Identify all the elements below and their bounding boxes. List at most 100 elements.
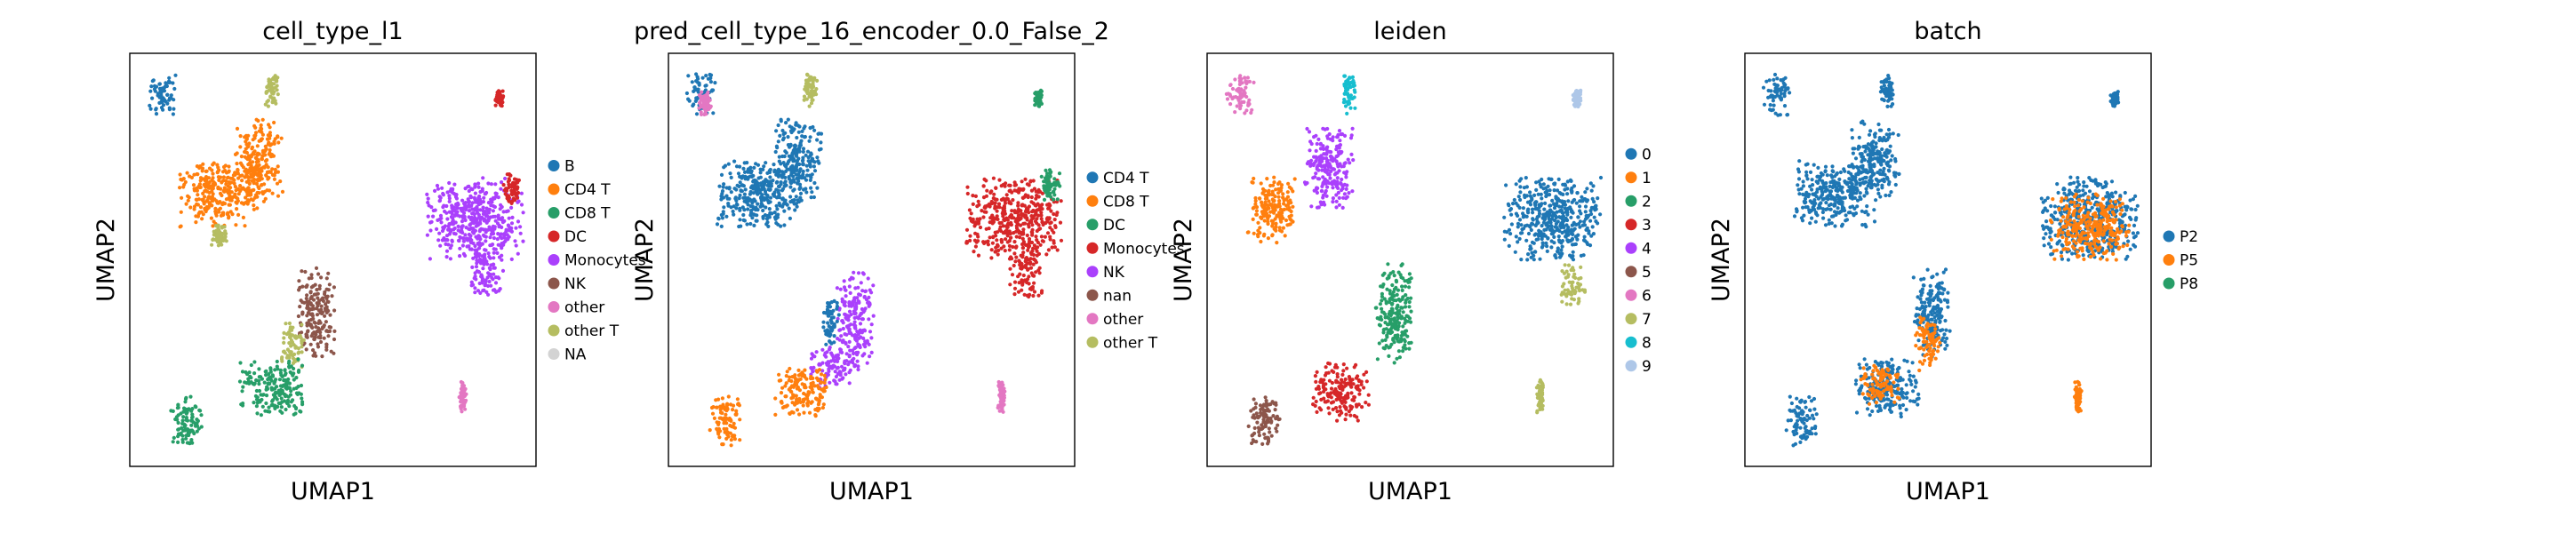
data-point xyxy=(1039,174,1044,179)
data-point xyxy=(1000,400,1004,404)
data-point xyxy=(509,182,515,187)
data-point xyxy=(253,193,259,197)
data-point xyxy=(463,187,468,191)
data-point xyxy=(1045,216,1050,220)
data-point xyxy=(846,362,851,367)
data-point xyxy=(257,168,262,172)
data-point xyxy=(815,186,820,190)
data-point xyxy=(1526,207,1531,211)
data-point xyxy=(1004,197,1008,202)
data-point xyxy=(868,354,872,359)
data-point xyxy=(308,307,313,312)
data-point xyxy=(803,385,807,389)
data-point xyxy=(1583,210,1588,214)
data-point xyxy=(996,252,1000,257)
data-point xyxy=(734,202,740,206)
data-point xyxy=(314,292,318,297)
data-point xyxy=(245,200,250,204)
data-point xyxy=(1345,111,1349,115)
data-point xyxy=(804,178,809,182)
data-point xyxy=(189,428,195,433)
data-point xyxy=(729,443,733,448)
data-point xyxy=(304,296,308,301)
legend-label: CD4 T xyxy=(1103,170,1149,187)
data-point xyxy=(801,403,805,408)
data-point xyxy=(264,387,268,392)
data-point xyxy=(709,405,715,410)
data-point xyxy=(791,129,796,133)
data-point xyxy=(272,120,276,125)
data-point xyxy=(827,330,831,334)
data-point xyxy=(316,345,321,349)
data-point xyxy=(271,393,276,397)
data-point xyxy=(809,92,813,97)
data-point xyxy=(1346,157,1350,162)
data-point xyxy=(1250,107,1254,112)
data-point xyxy=(1328,137,1332,141)
data-point xyxy=(1273,208,1277,212)
data-point xyxy=(448,246,452,251)
data-point xyxy=(178,432,182,436)
data-point xyxy=(1020,203,1024,208)
data-point xyxy=(811,159,816,163)
data-point xyxy=(686,97,691,101)
data-point xyxy=(1556,198,1560,203)
data-point xyxy=(1539,203,1543,208)
data-point xyxy=(460,396,465,401)
data-point xyxy=(268,95,273,99)
data-point xyxy=(1052,230,1056,235)
data-point xyxy=(1045,174,1050,179)
data-point xyxy=(837,328,842,332)
data-point xyxy=(220,170,226,174)
data-point xyxy=(1008,188,1012,193)
data-point xyxy=(201,197,205,202)
data-point xyxy=(198,179,203,183)
data-point xyxy=(1548,193,1552,197)
data-point xyxy=(324,347,329,352)
data-point xyxy=(734,187,739,192)
data-point xyxy=(273,368,277,372)
data-point xyxy=(1530,207,1535,211)
data-point xyxy=(844,352,849,356)
data-point xyxy=(1279,186,1284,190)
data-point xyxy=(196,184,202,188)
data-point xyxy=(316,328,321,332)
data-point xyxy=(184,434,188,438)
data-point xyxy=(236,192,241,196)
data-point xyxy=(1035,253,1039,258)
data-point xyxy=(971,202,975,206)
data-point xyxy=(860,317,866,322)
data-point xyxy=(815,78,820,83)
data-point xyxy=(500,220,506,225)
legend-label: B xyxy=(564,158,575,176)
data-point xyxy=(1251,206,1255,211)
data-point xyxy=(190,415,195,420)
data-point xyxy=(723,163,728,168)
data-point xyxy=(1509,212,1514,217)
data-point xyxy=(273,167,277,171)
data-point xyxy=(284,386,288,390)
data-point xyxy=(484,290,489,294)
data-point xyxy=(263,102,268,107)
data-point xyxy=(813,414,818,418)
data-point xyxy=(1036,227,1041,232)
data-point xyxy=(1012,286,1018,290)
data-point xyxy=(1329,157,1333,162)
data-point xyxy=(1347,191,1351,195)
data-point xyxy=(804,190,809,195)
data-point xyxy=(995,209,999,213)
data-point xyxy=(821,320,826,324)
data-point xyxy=(1262,232,1267,236)
data-point xyxy=(997,178,1002,182)
data-point xyxy=(287,341,292,346)
data-point xyxy=(1253,195,1258,201)
data-point xyxy=(728,171,732,176)
data-point xyxy=(811,90,816,94)
data-point xyxy=(465,238,470,243)
data-point xyxy=(756,181,760,186)
data-point xyxy=(319,275,324,280)
data-point xyxy=(815,138,820,142)
data-point xyxy=(1228,92,1232,97)
data-point xyxy=(290,328,294,332)
